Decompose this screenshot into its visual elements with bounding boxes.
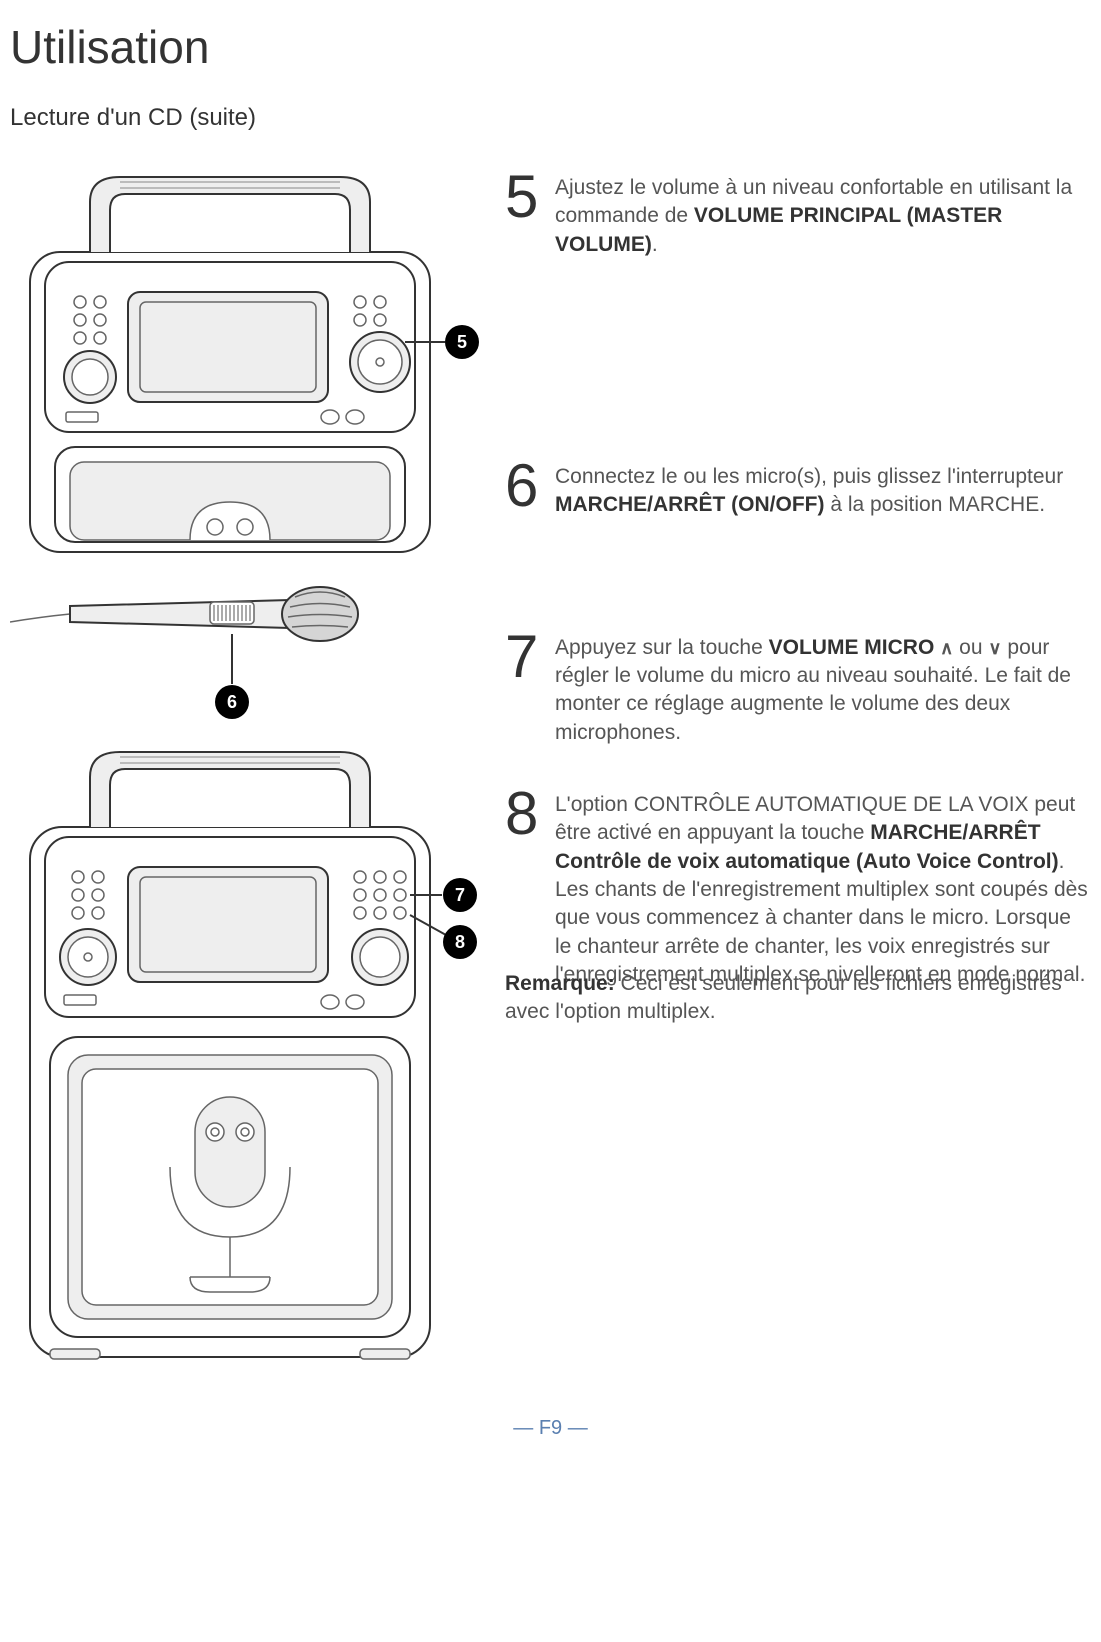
chevron-down-icon: ∨ [988, 636, 1001, 660]
note-label: Remarque: [505, 972, 615, 995]
step-text: Appuyez sur la touche VOLUME MICRO ∧ ou … [555, 630, 1091, 747]
diagram-column: 5 6 [10, 162, 485, 1377]
step-text-post: . [652, 233, 658, 256]
svg-text:7: 7 [455, 885, 465, 905]
page-footer: — F9 — [10, 1417, 1091, 1440]
step-text: L'option CONTRÔLE AUTOMATIQUE DE LA VOIX… [555, 787, 1091, 989]
step-text-bold: MARCHE/ARRÊT (ON/OFF) [555, 493, 824, 516]
page-title: Utilisation [10, 20, 1091, 74]
note-block: Remarque: Ceci est seulement pour les fi… [505, 970, 1091, 1027]
step-6: 6 Connectez le ou les micro(s), puis gli… [505, 459, 1091, 520]
chevron-up-icon: ∧ [940, 636, 953, 660]
step-text: Connectez le ou les micro(s), puis gliss… [555, 459, 1091, 520]
step-text: Ajustez le volume à un niveau confortabl… [555, 170, 1091, 259]
content-row: 5 6 [10, 162, 1091, 1377]
diagram-microphone: 6 [10, 562, 485, 737]
page-subtitle: Lecture d'un CD (suite) [10, 104, 1091, 132]
step-number: 5 [505, 170, 555, 224]
step-text-post: à la position MARCHE. [824, 493, 1045, 516]
svg-text:6: 6 [227, 692, 237, 712]
step-text-mid2: ou [953, 636, 988, 659]
svg-text:8: 8 [455, 932, 465, 952]
step-text-pre: Connectez le ou les micro(s), puis gliss… [555, 465, 1063, 488]
step-number: 6 [505, 459, 555, 513]
step-7: 7 Appuyez sur la touche VOLUME MICRO ∧ o… [505, 630, 1091, 747]
step-number: 7 [505, 630, 555, 684]
instructions-column: 5 Ajustez le volume à un niveau conforta… [505, 162, 1091, 1377]
step-number: 8 [505, 787, 555, 841]
svg-text:5: 5 [457, 332, 467, 352]
step-5: 5 Ajustez le volume à un niveau conforta… [505, 170, 1091, 259]
diagram-device-top: 5 [10, 162, 485, 562]
step-text-pre: Appuyez sur la touche [555, 636, 769, 659]
diagram-device-full: 7 8 [10, 737, 485, 1377]
step-8: 8 L'option CONTRÔLE AUTOMATIQUE DE LA VO… [505, 787, 1091, 989]
step-text-bold: VOLUME MICRO [769, 636, 935, 659]
